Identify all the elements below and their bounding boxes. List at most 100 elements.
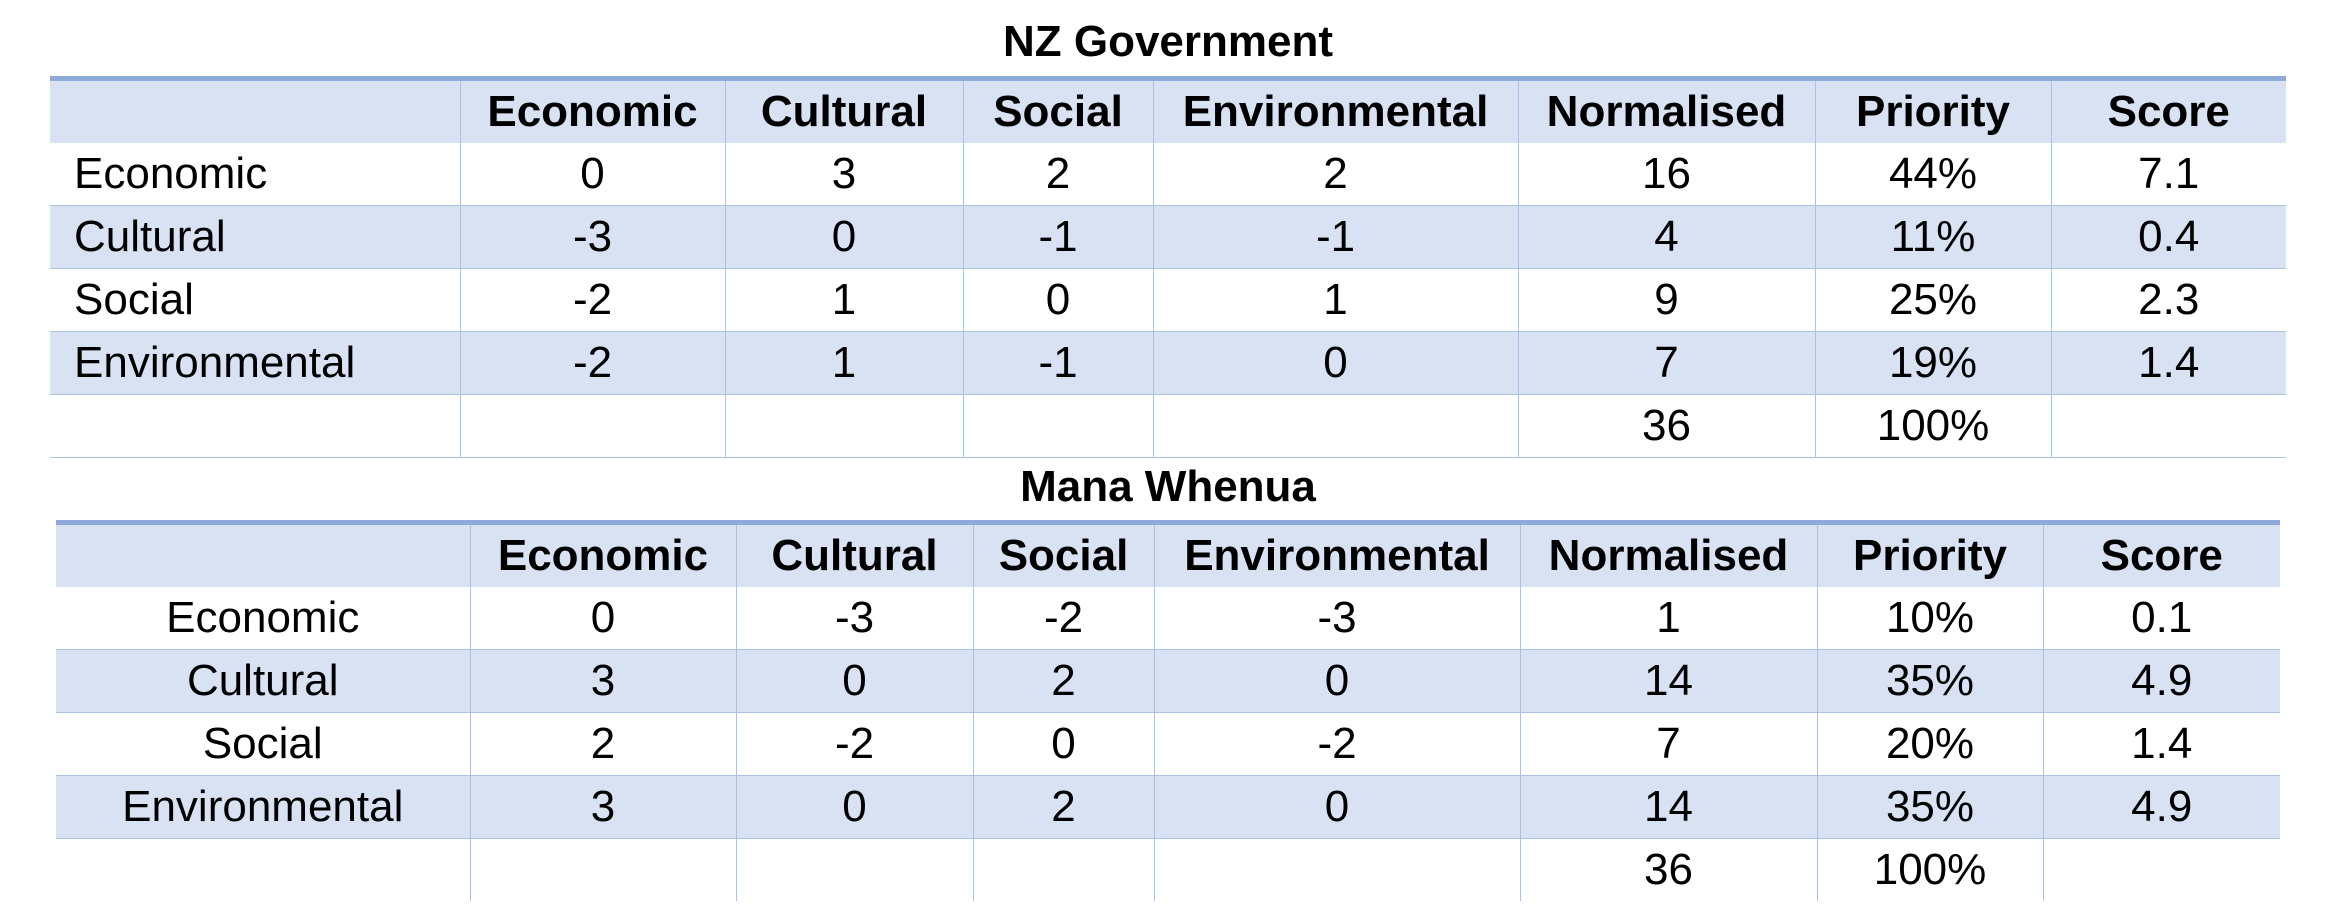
table-cell: 11% <box>1814 205 2051 269</box>
table-cell: 16 <box>1517 143 1815 206</box>
table-cell: 3 <box>469 775 736 839</box>
header-cell-score: Score <box>2042 520 2280 587</box>
header-row: Economic Cultural Social Environmental N… <box>56 520 2280 587</box>
header-row: Economic Cultural Social Environmental N… <box>50 76 2286 143</box>
table-cell: -1 <box>1152 205 1518 269</box>
header-cell-cultural: Cultural <box>735 520 973 587</box>
row-label: Environmental <box>74 338 356 387</box>
table-cell: 9 <box>1517 268 1815 332</box>
header-cell-blank <box>56 520 470 587</box>
table-row: Environmental -2 1 -1 0 7 19% 1.4 <box>50 331 2286 395</box>
table-row: Social -2 1 0 1 9 25% 2.3 <box>50 268 2286 332</box>
total-row: 36 100% <box>56 838 2280 901</box>
table-cell: 1 <box>724 331 963 395</box>
table-cell: 0 <box>459 143 725 206</box>
table-cell: 4 <box>1517 205 1815 269</box>
header-cell-environmental: Environmental <box>1152 76 1518 143</box>
table-title-nz-government: NZ Government <box>1002 17 1334 66</box>
table-cell: 14 <box>1519 649 1817 713</box>
table-cell <box>962 394 1153 458</box>
total-row: 36 100% <box>50 394 2286 458</box>
table-cell: 0 <box>469 587 736 650</box>
table-cell: 3 <box>724 143 963 206</box>
table-row: Social 2 -2 0 -2 7 20% 1.4 <box>56 712 2280 776</box>
normalised-total: 36 <box>1517 394 1815 458</box>
table-cell: 2 <box>972 775 1154 839</box>
table-cell: -1 <box>962 205 1153 269</box>
table-cell: 1.4 <box>2042 712 2280 776</box>
row-label: Social <box>202 719 323 768</box>
table-cell: 2.3 <box>2050 268 2286 332</box>
row-label: Cultural <box>74 212 226 261</box>
table-cell: 1 <box>1152 268 1518 332</box>
table-cell: 0 <box>1152 331 1518 395</box>
table-cell: -2 <box>1153 712 1520 776</box>
nz-government-table: Economic Cultural Social Environmental N… <box>50 76 2286 458</box>
header-cell-normalised: Normalised <box>1519 520 1817 587</box>
table-cell: 0 <box>724 205 963 269</box>
table-title-mana-whenua: Mana Whenua <box>1020 462 1316 511</box>
priority-total: 100% <box>1816 838 2043 901</box>
table-cell: 7.1 <box>2050 143 2286 206</box>
table-cell <box>459 394 725 458</box>
header-cell-social: Social <box>962 76 1153 143</box>
row-label: Social <box>74 275 194 324</box>
row-label: Environmental <box>122 782 404 831</box>
table-cell <box>1153 838 1520 901</box>
header-cell-blank <box>50 76 460 143</box>
table-cell: 44% <box>1814 143 2051 206</box>
header-cell-priority: Priority <box>1814 76 2051 143</box>
row-label: Cultural <box>186 656 339 705</box>
header-cell-normalised: Normalised <box>1517 76 1815 143</box>
table-cell: 2 <box>962 143 1153 206</box>
table-cell: 1.4 <box>2050 331 2286 395</box>
table-cell: 0 <box>735 775 973 839</box>
table-cell: 2 <box>469 712 736 776</box>
table-cell: -2 <box>972 587 1154 650</box>
table-row: Cultural 3 0 2 0 14 35% 4.9 <box>56 649 2280 713</box>
table-cell <box>735 838 973 901</box>
table-cell <box>724 394 963 458</box>
header-cell-social: Social <box>972 520 1154 587</box>
table-row: Environmental 3 0 2 0 14 35% 4.9 <box>56 775 2280 839</box>
table-row: Economic 0 3 2 2 16 44% 7.1 <box>50 143 2286 206</box>
table-cell: 3 <box>469 649 736 713</box>
table-cell: 35% <box>1816 775 2043 839</box>
table-cell <box>972 838 1154 901</box>
table-cell: -2 <box>735 712 973 776</box>
table-cell: 0.4 <box>2050 205 2286 269</box>
table-cell <box>50 395 460 458</box>
table-cell: 2 <box>972 649 1154 713</box>
table-cell: 1 <box>1519 587 1817 650</box>
table-cell <box>1152 394 1518 458</box>
table-cell: 0 <box>972 712 1154 776</box>
header-cell-score: Score <box>2050 76 2286 143</box>
normalised-total: 36 <box>1519 838 1817 901</box>
table-cell: 4.9 <box>2042 775 2280 839</box>
table-cell <box>469 838 736 901</box>
table-cell: 2 <box>1152 143 1518 206</box>
table-cell: 19% <box>1814 331 2051 395</box>
table-row: Economic 0 -3 -2 -3 1 10% 0.1 <box>56 587 2280 650</box>
header-cell-economic: Economic <box>469 520 736 587</box>
header-cell-environmental: Environmental <box>1153 520 1520 587</box>
table-cell: 10% <box>1816 587 2043 650</box>
table-cell: 4.9 <box>2042 649 2280 713</box>
table-cell: -3 <box>1153 587 1520 650</box>
table-cell: 1 <box>724 268 963 332</box>
row-label: Economic <box>166 593 360 642</box>
table-cell: 25% <box>1814 268 2051 332</box>
table-cell: 7 <box>1517 331 1815 395</box>
table-cell: -3 <box>735 587 973 650</box>
table-cell: 7 <box>1519 712 1817 776</box>
table-cell: 35% <box>1816 649 2043 713</box>
table-cell <box>2042 838 2280 901</box>
table-cell: -2 <box>459 268 725 332</box>
mana-whenua-table: Economic Cultural Social Environmental N… <box>56 520 2280 901</box>
row-label: Economic <box>74 149 268 198</box>
header-cell-priority: Priority <box>1816 520 2043 587</box>
table-cell: -1 <box>962 331 1153 395</box>
table-cell: 0.1 <box>2042 587 2280 650</box>
header-cell-economic: Economic <box>459 76 725 143</box>
table-cell: -3 <box>459 205 725 269</box>
